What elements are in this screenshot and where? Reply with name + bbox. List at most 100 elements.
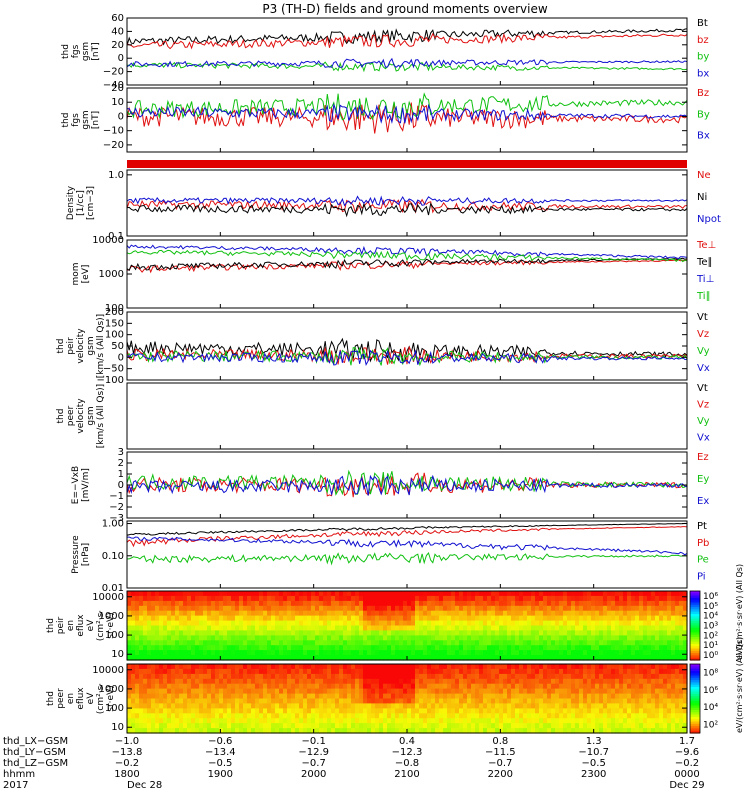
spectrogram-cell [139, 625, 144, 631]
spectrogram-cell [271, 645, 276, 651]
spectrogram-cell [639, 615, 644, 622]
spectrogram-cell [683, 713, 688, 719]
colorbar-stop [690, 618, 700, 622]
spectrogram-cell [479, 678, 484, 685]
spectrogram-cell [459, 713, 464, 719]
spectrogram-cell [367, 698, 372, 704]
spectrogram-cell [279, 693, 284, 700]
spectrogram-cell [279, 668, 284, 675]
spectrogram-cell [675, 668, 680, 675]
spectrogram-cell [467, 693, 472, 700]
spectrogram-cell [583, 678, 588, 685]
spectrogram-cell [363, 683, 368, 690]
spectrogram-cell [359, 605, 364, 612]
spectrogram-cell [479, 708, 484, 714]
spectrogram-cell [643, 610, 648, 617]
spectrogram-cell [143, 688, 148, 695]
spectrogram-cell [495, 688, 500, 695]
spectrogram-cell [567, 708, 572, 714]
spectrogram-cell [187, 664, 192, 670]
spectrogram-cell [203, 664, 208, 670]
spectrogram-cell [459, 708, 464, 714]
spectrogram-cell [287, 615, 292, 622]
spectrogram-cell [527, 615, 532, 622]
spectrogram-cell [263, 655, 268, 661]
spectrogram-cell [327, 728, 332, 734]
spectrogram-cell [323, 640, 328, 646]
spectrogram-cell [495, 678, 500, 685]
spectrogram-cell [575, 708, 580, 714]
spectrogram-cell [331, 723, 336, 729]
spectrogram-cell [391, 605, 396, 612]
spectrogram-cell [523, 600, 528, 607]
y-axis-label: thd peir en eflux eV (cm²·s· sr·eV) [46, 610, 116, 641]
spectrogram-cell [499, 595, 504, 602]
legend-Ey: Ey [697, 474, 709, 485]
spectrogram-cell [347, 728, 352, 734]
spectrogram-cell [383, 595, 388, 602]
x-axis-value: −10.7 [578, 747, 609, 758]
spectrogram-cell [603, 703, 608, 709]
spectrogram-cell [127, 591, 132, 597]
spectrogram-cell [631, 605, 636, 612]
spectrogram-cell [535, 713, 540, 719]
spectrogram-cell [575, 605, 580, 612]
x-axis-value: 2300 [581, 769, 606, 780]
spectrogram-cell [647, 673, 652, 680]
spectrogram-cell [171, 630, 176, 636]
spectrogram-cell [663, 595, 668, 602]
spectrogram-cell [463, 708, 468, 714]
spectrogram-cell [643, 708, 648, 714]
spectrogram-cell [143, 620, 148, 627]
spectrogram-cell [431, 693, 436, 700]
spectrogram-cell [495, 713, 500, 719]
spectrogram-cell [355, 615, 360, 622]
spectrogram-cell [679, 635, 684, 641]
spectrogram-cell [451, 595, 456, 602]
spectrogram-cell [487, 610, 492, 617]
spectrogram-cell [199, 713, 204, 719]
spectrogram-cell [415, 640, 420, 646]
series-by [126, 61, 688, 73]
spectrogram-cell [359, 615, 364, 622]
spectrogram-cell [355, 693, 360, 700]
spectrogram-cell [235, 673, 240, 680]
spectrogram-cell [507, 664, 512, 670]
spectrogram-cell [199, 650, 204, 656]
spectrogram-cell [495, 664, 500, 670]
spectrogram-cell [459, 605, 464, 612]
spectrogram-cell [283, 625, 288, 631]
spectrogram-cell [595, 723, 600, 729]
spectrogram-cell [659, 683, 664, 690]
spectrogram-cell [559, 728, 564, 734]
spectrogram-cell [455, 605, 460, 612]
spectrogram-cell [143, 605, 148, 612]
spectrogram-cell [195, 610, 200, 617]
spectrogram-cell [259, 595, 264, 602]
spectrogram-cell [435, 640, 440, 646]
spectrogram-cell [359, 678, 364, 685]
spectrogram-cell [511, 664, 516, 670]
spectrogram-cell [455, 655, 460, 661]
spectrogram-cell [539, 610, 544, 617]
spectrogram-cell [207, 728, 212, 734]
spectrogram-cell [339, 625, 344, 631]
spectrogram-cell [655, 723, 660, 729]
spectrogram-cell [579, 678, 584, 685]
spectrogram-cell [139, 678, 144, 685]
spectrogram-cell [167, 713, 172, 719]
spectrogram-cell [511, 595, 516, 602]
spectrogram-cell [171, 698, 176, 704]
spectrogram-cell [663, 723, 668, 729]
spectrogram-cell [399, 625, 404, 631]
spectrogram-cell [623, 678, 628, 685]
spectrogram-cell [183, 600, 188, 607]
spectrogram-cell [455, 635, 460, 641]
spectrogram-cell [459, 668, 464, 675]
spectrogram-cell [463, 693, 468, 700]
spectrogram-cell [139, 630, 144, 636]
spectrogram-cell [167, 668, 172, 675]
spectrogram-cell [519, 605, 524, 612]
spectrogram-cell [403, 645, 408, 651]
spectrogram-cell [447, 620, 452, 627]
